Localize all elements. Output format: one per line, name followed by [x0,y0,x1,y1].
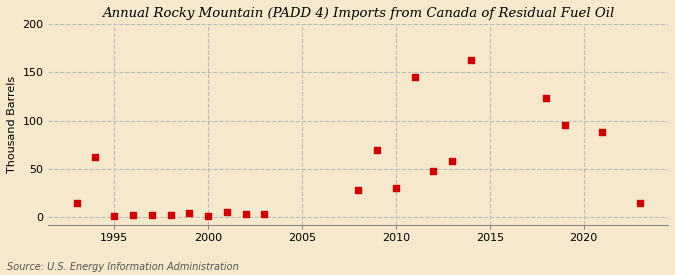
Point [202,214,213,218]
Point [221,210,232,214]
Point [428,169,439,173]
Point [597,130,608,134]
Point [409,75,420,79]
Point [560,123,570,128]
Point [466,57,477,62]
Point [184,211,194,216]
Y-axis label: Thousand Barrels: Thousand Barrels [7,76,17,173]
Point [259,212,270,216]
Text: Source: U.S. Energy Information Administration: Source: U.S. Energy Information Administ… [7,262,238,272]
Point [372,147,383,152]
Point [353,188,364,192]
Point [90,155,101,160]
Point [240,212,251,216]
Point [109,214,119,218]
Point [146,213,157,218]
Point [541,96,551,101]
Point [128,213,138,218]
Point [165,213,176,218]
Point [390,186,401,190]
Point [634,200,645,205]
Point [72,200,82,205]
Title: Annual Rocky Mountain (PADD 4) Imports from Canada of Residual Fuel Oil: Annual Rocky Mountain (PADD 4) Imports f… [102,7,614,20]
Point [447,159,458,163]
